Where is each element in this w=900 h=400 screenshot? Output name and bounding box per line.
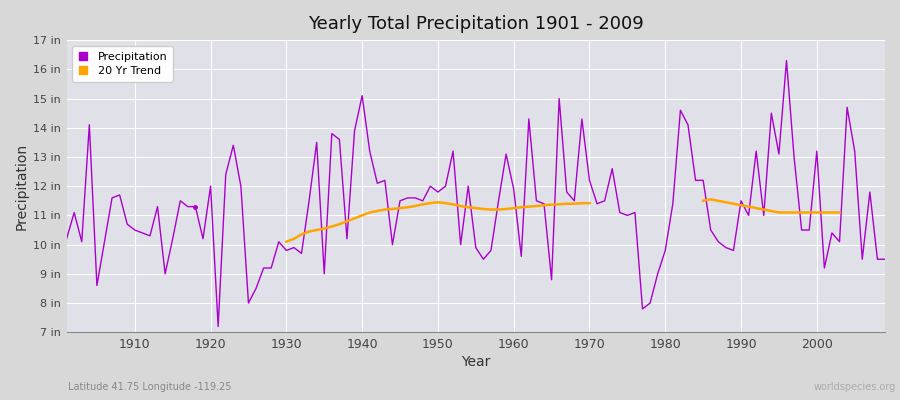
Legend: Precipitation, 20 Yr Trend: Precipitation, 20 Yr Trend (72, 46, 173, 82)
X-axis label: Year: Year (461, 355, 491, 369)
Text: Latitude 41.75 Longitude -119.25: Latitude 41.75 Longitude -119.25 (68, 382, 231, 392)
Title: Yearly Total Precipitation 1901 - 2009: Yearly Total Precipitation 1901 - 2009 (308, 15, 644, 33)
Text: worldspecies.org: worldspecies.org (814, 382, 896, 392)
Y-axis label: Precipitation: Precipitation (15, 143, 29, 230)
